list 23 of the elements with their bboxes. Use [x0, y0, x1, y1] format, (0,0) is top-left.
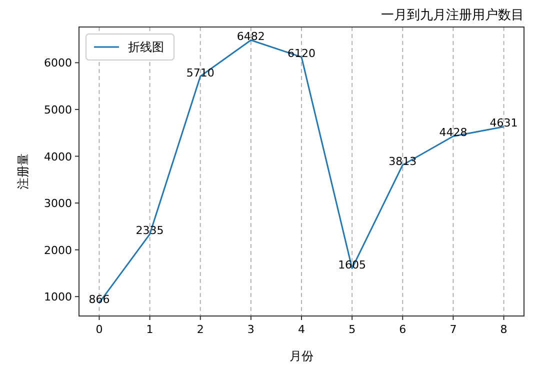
x-tick-label: 4 [298, 323, 305, 336]
x-tick-label: 7 [450, 323, 457, 336]
x-tick-label: 1 [146, 323, 154, 336]
chart-title: 一月到九月注册用户数目 [381, 8, 524, 23]
x-tick-label: 0 [96, 323, 103, 336]
x-tick-label: 2 [196, 323, 204, 336]
y-tick-label: 5000 [44, 103, 72, 116]
data-label: 6120 [288, 47, 316, 60]
x-tick-label: 8 [500, 323, 508, 336]
y-axis-title: 注册量 [16, 154, 30, 190]
y-tick-label: 3000 [44, 197, 72, 210]
x-axis-title: 月份 [290, 349, 314, 363]
data-label: 4631 [490, 116, 518, 130]
y-tick-label: 4000 [44, 150, 72, 164]
y-tick-label: 1000 [44, 290, 72, 304]
legend-label: 折线图 [128, 40, 164, 54]
x-tick-label: 6 [399, 323, 406, 336]
data-label: 6482 [236, 30, 265, 44]
x-tick-label: 5 [348, 323, 356, 336]
x-tick-label: 3 [247, 323, 254, 336]
data-label: 4428 [439, 126, 468, 140]
y-tick-label: 6000 [44, 56, 72, 70]
y-tick-label: 2000 [44, 244, 72, 257]
